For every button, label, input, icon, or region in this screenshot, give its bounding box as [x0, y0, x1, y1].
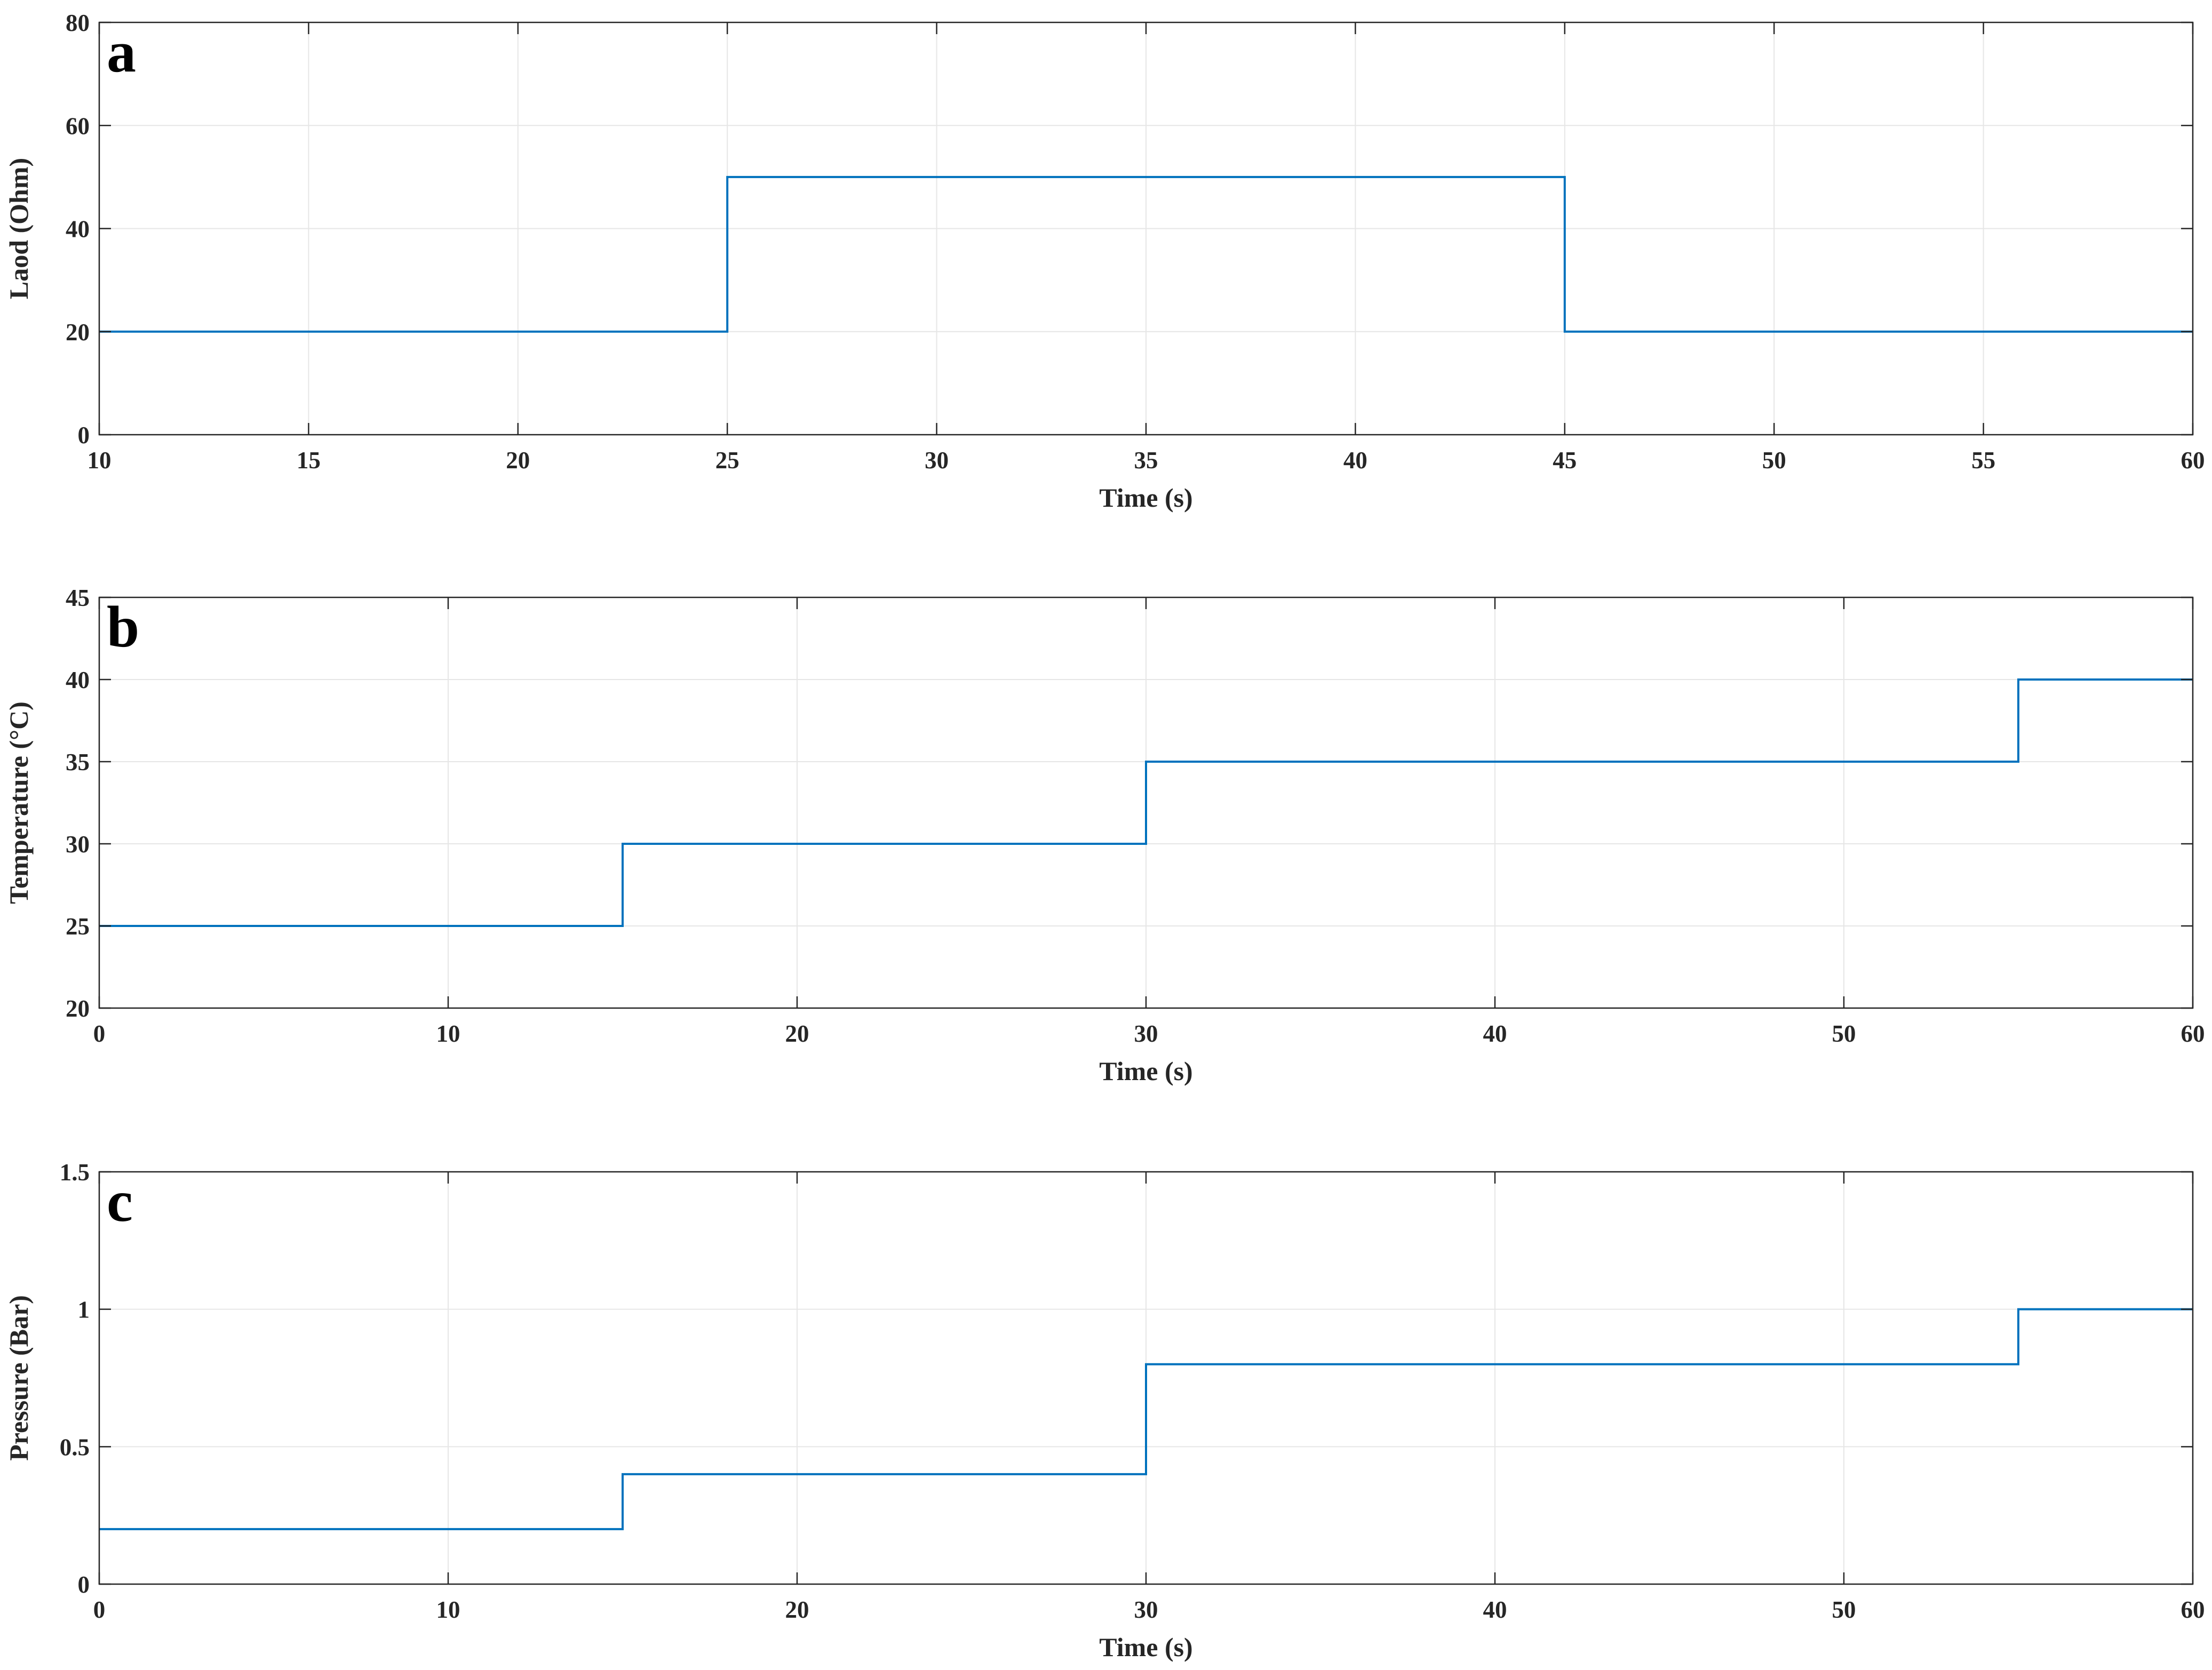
x-tick-label: 0 [93, 1020, 106, 1047]
x-tick-label: 60 [2181, 1020, 2205, 1047]
x-tick-label: 40 [1483, 1020, 1507, 1047]
series-line-0 [99, 678, 2193, 927]
x-tick-label: 30 [1134, 1596, 1158, 1623]
x-tick-label: 0 [93, 1596, 106, 1623]
panel-label: a [107, 19, 136, 84]
y-tick-label: 0 [78, 422, 90, 449]
series-line-0 [99, 175, 2193, 333]
x-tick-label: 35 [1134, 447, 1158, 474]
y-axis-label: Temperature (°C) [4, 701, 34, 904]
y-tick-label: 20 [66, 995, 90, 1022]
panel-label: b [107, 594, 139, 659]
panel-label: c [107, 1169, 133, 1234]
x-axis-label: Time (s) [1099, 1056, 1192, 1086]
x-tick-label: 10 [436, 1020, 460, 1047]
chart-panel-c: 0 10 20 30 40 50 60 0 0.5 1 1.5 Time (s) Pressure (B… [4, 1159, 2205, 1662]
x-tick-label: 20 [785, 1596, 809, 1623]
x-tick-label: 10 [436, 1596, 460, 1623]
y-tick-label: 35 [66, 749, 90, 776]
y-tick-label: 25 [66, 913, 90, 940]
x-tick-label: 20 [785, 1020, 809, 1047]
y-tick-label: 40 [66, 667, 90, 693]
y-tick-label: 1.5 [60, 1159, 90, 1186]
x-tick-label: 50 [1832, 1020, 1856, 1047]
x-tick-label: 60 [2181, 1596, 2205, 1623]
x-tick-label: 45 [1553, 447, 1577, 474]
series-line-0 [99, 1308, 2193, 1530]
chart-panel-b: 0 10 20 30 40 50 60 20 25 30 35 40 45 Time (s) Tempera… [4, 585, 2205, 1086]
x-tick-label: 30 [1134, 1020, 1158, 1047]
y-tick-label: 40 [66, 216, 90, 243]
x-axis-label: Time (s) [1099, 1632, 1192, 1662]
x-tick-label: 40 [1343, 447, 1367, 474]
x-tick-label: 55 [1971, 447, 1995, 474]
x-tick-label: 40 [1483, 1596, 1507, 1623]
y-axis-label: Pressure (Bar) [4, 1295, 34, 1461]
x-tick-label: 30 [925, 447, 949, 474]
x-tick-label: 15 [297, 447, 321, 474]
chart-panel-a: 10 15 20 25 30 35 40 45 50 55 60 0 20 40 60 80 Time (s) L… [4, 10, 2205, 513]
y-tick-label: 45 [66, 585, 90, 611]
y-axis-label: Laod (Ohm) [4, 158, 34, 299]
y-tick-label: 30 [66, 831, 90, 858]
x-axis-label: Time (s) [1099, 483, 1192, 513]
x-tick-label: 50 [1762, 447, 1786, 474]
y-tick-label: 20 [66, 319, 90, 346]
y-tick-label: 1 [78, 1297, 90, 1323]
y-tick-label: 0 [78, 1571, 90, 1598]
x-tick-label: 60 [2181, 447, 2205, 474]
x-tick-label: 50 [1832, 1596, 1856, 1623]
x-tick-label: 25 [715, 447, 739, 474]
y-tick-label: 80 [66, 10, 90, 36]
y-tick-label: 0.5 [60, 1434, 90, 1460]
x-tick-label: 10 [87, 447, 112, 474]
y-tick-label: 60 [66, 113, 90, 139]
x-tick-label: 20 [506, 447, 530, 474]
